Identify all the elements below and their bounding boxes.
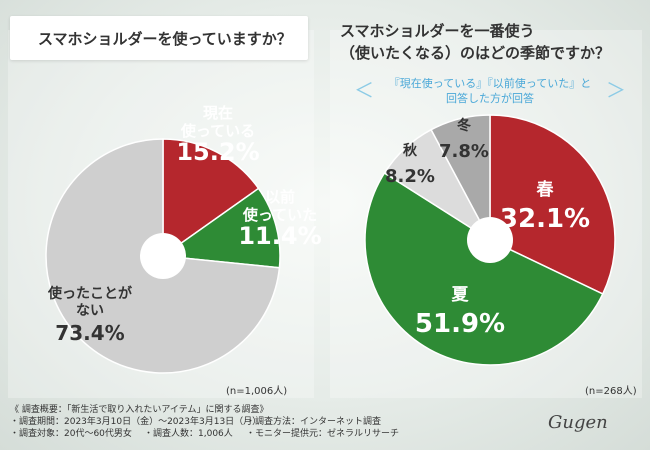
right-pie-chart: 春 32.1% 夏 51.9% 秋 8.2% 冬 7.8% (364, 114, 616, 366)
right-pie-slice-0 (489, 114, 616, 295)
subtitle-bracket-right: ＞ (606, 78, 626, 102)
survey-count: ・調査人数：1,006人 (144, 429, 233, 439)
right-slice-value-0: 32.1% (500, 204, 590, 234)
survey-method: ・調査方法：インターネット調査 (246, 417, 382, 427)
right-slice-label-1-0: 夏 (452, 285, 470, 305)
right-subtitle: ＜ 『現在使っている』『以前使っていた』と 回答した方が回答 ＞ (354, 76, 626, 106)
survey-title: 《 調査概要：「新生活で取り入れたいアイテム」に関する調査》 (10, 405, 269, 415)
subtitle-line1: 『現在使っている』『以前使っていた』と (388, 77, 592, 90)
left-pie-slice-0 (162, 138, 260, 258)
right-pie-center-hole (467, 217, 513, 263)
left-sample-size: (n=1,006人) (226, 386, 288, 397)
left-slice-label-1-0: 以前 (265, 188, 295, 206)
left-question-title: スマホショルダーを使っていますか？ (10, 16, 308, 60)
right-sample-size: (n=268人) (585, 386, 637, 397)
right-question-line1: スマホショルダーを一番使う (340, 22, 535, 40)
right-pie-slice-3 (430, 114, 491, 241)
right-slice-value-2: 8.2% (385, 166, 435, 187)
left-slice-value-1: 11.4% (238, 222, 321, 250)
right-slice-value-1: 51.9% (415, 309, 505, 339)
survey-target: ・調査対象：20代〜60代男女 (10, 429, 132, 439)
left-slice-label-0-1: 使っている (180, 122, 255, 140)
left-slice-label-2-0: 使ったことが (47, 285, 133, 302)
survey-provider: ・モニター提供元：ゼネラルリサーチ (246, 429, 400, 439)
right-question-line2: （使いたくなる）のはどの季節ですか？ (340, 44, 611, 62)
right-slice-value-3: 7.8% (439, 141, 489, 162)
left-slice-label-0-0: 現在 (203, 104, 233, 122)
right-slice-label-3-0: 冬 (457, 117, 471, 134)
brand-logo: Gugen (548, 412, 608, 433)
subtitle-line2: 回答した方が回答 (446, 92, 534, 105)
left-slice-label-2-1: ない (76, 303, 104, 319)
left-slice-value-2: 73.4% (55, 321, 124, 345)
right-question-title: スマホショルダーを一番使う （使いたくなる）のはどの季節ですか？ (340, 20, 630, 64)
right-slice-label-0-0: 春 (537, 179, 554, 200)
left-slice-label-1-1: 使っていた (242, 206, 317, 224)
survey-period: ・調査期間：2023年3月10日（金）〜2023年3月13日（月） (10, 417, 262, 427)
right-slice-label-2-0: 秋 (403, 142, 418, 159)
left-pie-slice-1 (160, 187, 281, 269)
right-pie-slice-1 (364, 171, 604, 366)
left-pie-center-hole (140, 233, 186, 279)
left-slice-value-0: 15.2% (176, 138, 259, 166)
subtitle-bracket-left: ＜ (354, 78, 374, 102)
